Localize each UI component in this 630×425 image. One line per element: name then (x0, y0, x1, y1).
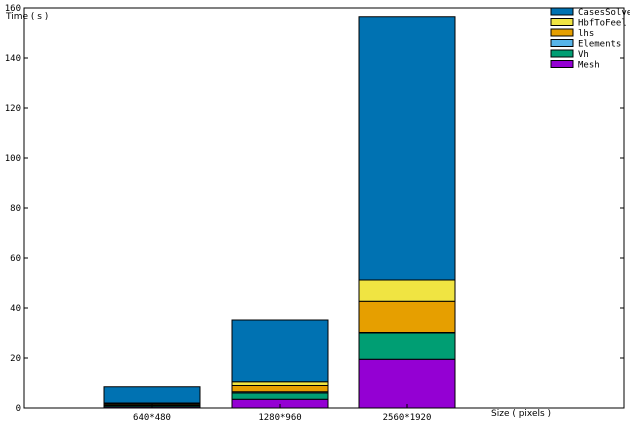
x-category-label: 640*480 (133, 413, 171, 423)
y-tick-label: 20 (10, 354, 21, 364)
y-tick-label: 120 (5, 104, 21, 114)
y-tick-label: 0 (16, 404, 21, 414)
bar-stack (358, 16, 456, 409)
y-tick-label: 40 (10, 304, 21, 314)
y-axis-label: Time ( s ) (5, 12, 48, 22)
legend-label: CasesSolve (578, 8, 630, 18)
legend-label: HbfToFeel (578, 19, 627, 29)
bar-segment-vh (231, 392, 329, 400)
legend-label: Mesh (578, 61, 600, 71)
y-tick-label: 140 (5, 54, 21, 64)
bar-segment-casessolve (358, 16, 456, 281)
y-axis-ticks: 0 20 40 60 80 100 120 140 160 (5, 4, 624, 414)
legend-label: Vh (578, 50, 589, 60)
legend-item: Vh (550, 49, 589, 60)
x-axis-label: Size ( pixels ) (491, 409, 551, 419)
bar-segment-casessolve (231, 319, 329, 383)
legend-swatch (550, 28, 574, 37)
bar-segment-vh (358, 332, 456, 360)
bar-segment-lhs (231, 385, 329, 393)
legend-swatch (550, 49, 574, 58)
y-tick-label: 160 (5, 4, 21, 14)
legend-swatch (550, 60, 574, 68)
legend-item: Elements (550, 39, 621, 50)
legend-item: HbfToFeel (550, 18, 627, 29)
y-tick-label: 80 (10, 204, 21, 214)
bar-segment-lhs (358, 300, 456, 333)
legend-label: Elements (578, 40, 621, 50)
bar-segment-casessolve (103, 386, 201, 404)
y-tick-label: 60 (10, 254, 21, 264)
x-category-label: 2560*1920 (383, 413, 432, 423)
legend-label: lhs (578, 29, 594, 39)
bar-segment-hbftofeel (358, 279, 456, 302)
legend-swatch (550, 18, 574, 26)
bar-stack (231, 319, 329, 409)
legend-item: CasesSolve (550, 7, 630, 18)
legend-item: lhs (550, 28, 594, 39)
legend-swatch (550, 39, 574, 47)
legend-item: Mesh (550, 60, 600, 71)
bar-segment-hbftofeel (231, 381, 329, 386)
bars (103, 16, 456, 409)
x-category-label: 1280*960 (258, 413, 301, 423)
y-tick-label: 100 (5, 154, 21, 164)
legend-swatch (550, 7, 574, 16)
bar-segment-mesh (358, 358, 456, 409)
x-axis-category-labels: 640*480 1280*960 2560*1920 (133, 404, 431, 423)
